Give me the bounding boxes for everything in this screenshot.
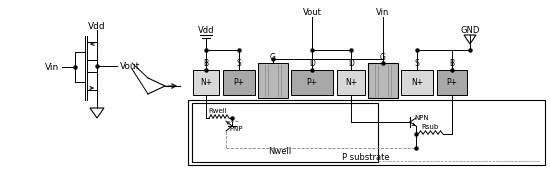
Text: Vdd: Vdd [88, 22, 106, 30]
Text: Vdd: Vdd [198, 25, 214, 35]
Text: N+: N+ [200, 78, 212, 87]
Text: B: B [449, 58, 454, 67]
Text: NPN: NPN [415, 115, 430, 121]
Text: S: S [415, 58, 419, 67]
Text: Vout: Vout [302, 8, 321, 17]
Text: D: D [309, 58, 315, 67]
Text: Vout: Vout [120, 62, 140, 71]
Bar [258, 63, 288, 98]
Bar [401, 70, 433, 95]
Text: N+: N+ [345, 78, 357, 87]
Text: P+: P+ [447, 78, 458, 87]
Text: P+: P+ [306, 78, 317, 87]
Bar [437, 70, 467, 95]
Text: B: B [204, 58, 208, 67]
Text: Rsub: Rsub [421, 124, 438, 130]
Text: Rwell: Rwell [208, 108, 227, 114]
Text: S: S [236, 58, 241, 67]
Text: GND: GND [460, 25, 480, 35]
Text: G: G [380, 52, 386, 62]
Text: Nwell: Nwell [268, 148, 292, 157]
Bar [291, 70, 333, 95]
Bar [337, 70, 365, 95]
Text: Vin: Vin [376, 8, 390, 17]
Bar [193, 70, 219, 95]
Text: Vin: Vin [45, 62, 59, 72]
Text: G: G [270, 52, 276, 62]
Bar [368, 63, 398, 98]
Text: P substrate: P substrate [342, 153, 390, 162]
Bar [188, 100, 545, 165]
Text: PNP: PNP [229, 126, 243, 132]
Bar [223, 70, 255, 95]
Text: P+: P+ [234, 78, 245, 87]
Text: D: D [348, 58, 354, 67]
Text: N+: N+ [411, 78, 423, 87]
Bar [192, 103, 378, 162]
